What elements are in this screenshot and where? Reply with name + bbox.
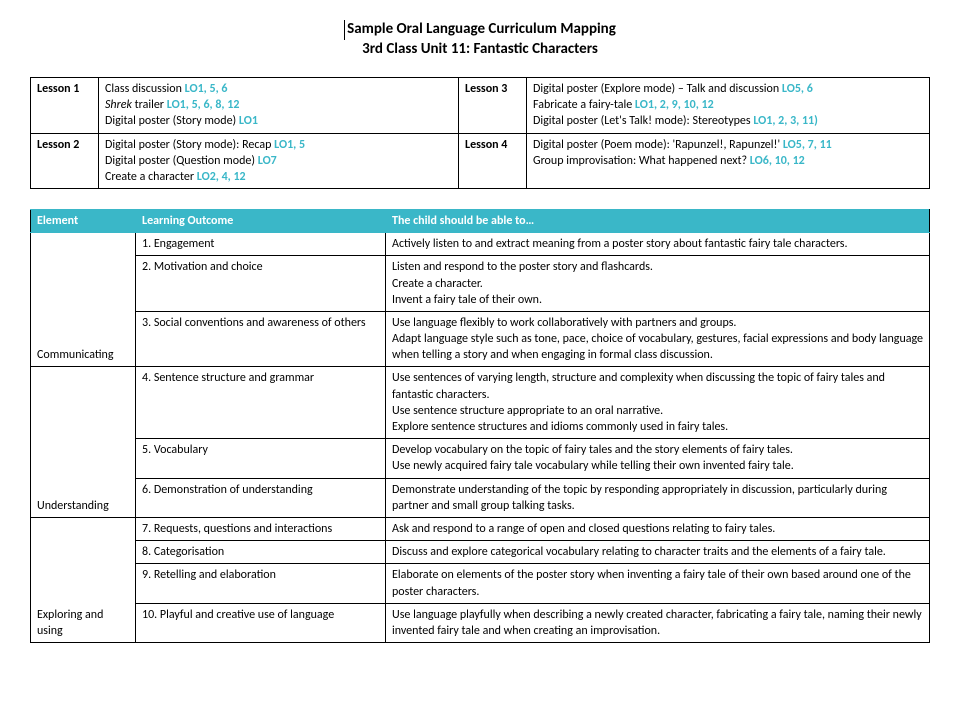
learning-outcome-cell: 8. Categorisation [136,541,386,564]
lesson-content: Digital poster (Explore mode) – Talk and… [527,78,930,134]
element-cell: Exploring and using [31,517,136,642]
ability-cell: Actively listen to and extract meaning f… [386,233,930,256]
lesson-table: Lesson 1Class discussion LO1, 5, 6Shrek … [30,77,930,189]
header-outcome: Learning Outcome [136,210,386,233]
lesson-label: Lesson 4 [459,133,527,189]
learning-outcome-cell: 7. Requests, questions and interactions [136,517,386,540]
learning-outcome-cell: 5. Vocabulary [136,439,386,478]
ability-cell: Use sentences of varying length, structu… [386,367,930,439]
element-cell: Understanding [31,367,136,518]
header-element: Element [31,210,136,233]
learning-outcome-cell: 10. Playful and creative use of language [136,603,386,642]
title-block: Sample Oral Language Curriculum Mapping … [30,20,930,59]
ability-cell: Ask and respond to a range of open and c… [386,517,930,540]
title-line-1: Sample Oral Language Curriculum Mapping [344,20,616,40]
ability-cell: Demonstrate understanding of the topic b… [386,478,930,517]
ability-cell: Use language flexibly to work collaborat… [386,311,930,367]
learning-outcome-cell: 9. Retelling and elaboration [136,564,386,603]
learning-outcome-cell: 1. Engagement [136,233,386,256]
lesson-label: Lesson 2 [31,133,99,189]
ability-cell: Listen and respond to the poster story a… [386,256,930,312]
learning-outcome-cell: 4. Sentence structure and grammar [136,367,386,439]
ability-cell: Use language playfully when describing a… [386,603,930,642]
ability-cell: Elaborate on elements of the poster stor… [386,564,930,603]
lesson-label: Lesson 1 [31,78,99,134]
header-ability: The child should be able to… [386,210,930,233]
learning-outcome-cell: 6. Demonstration of understanding [136,478,386,517]
outcomes-body: Communicating1. EngagementActively liste… [31,233,930,643]
ability-cell: Discuss and explore categorical vocabula… [386,541,930,564]
learning-outcome-cell: 2. Motivation and choice [136,256,386,312]
learning-outcome-cell: 3. Social conventions and awareness of o… [136,311,386,367]
lesson-content: Digital poster (Story mode): Recap LO1, … [99,133,459,189]
element-cell: Communicating [31,233,136,367]
title-line-2: 3rd Class Unit 11: Fantastic Characters [30,40,930,60]
ability-cell: Develop vocabulary on the topic of fairy… [386,439,930,478]
lesson-label: Lesson 3 [459,78,527,134]
outcomes-table: Element Learning Outcome The child shoul… [30,209,930,643]
lesson-content: Class discussion LO1, 5, 6Shrek trailer … [99,78,459,134]
lesson-content: Digital poster (Poem mode): 'Rapunzel!, … [527,133,930,189]
